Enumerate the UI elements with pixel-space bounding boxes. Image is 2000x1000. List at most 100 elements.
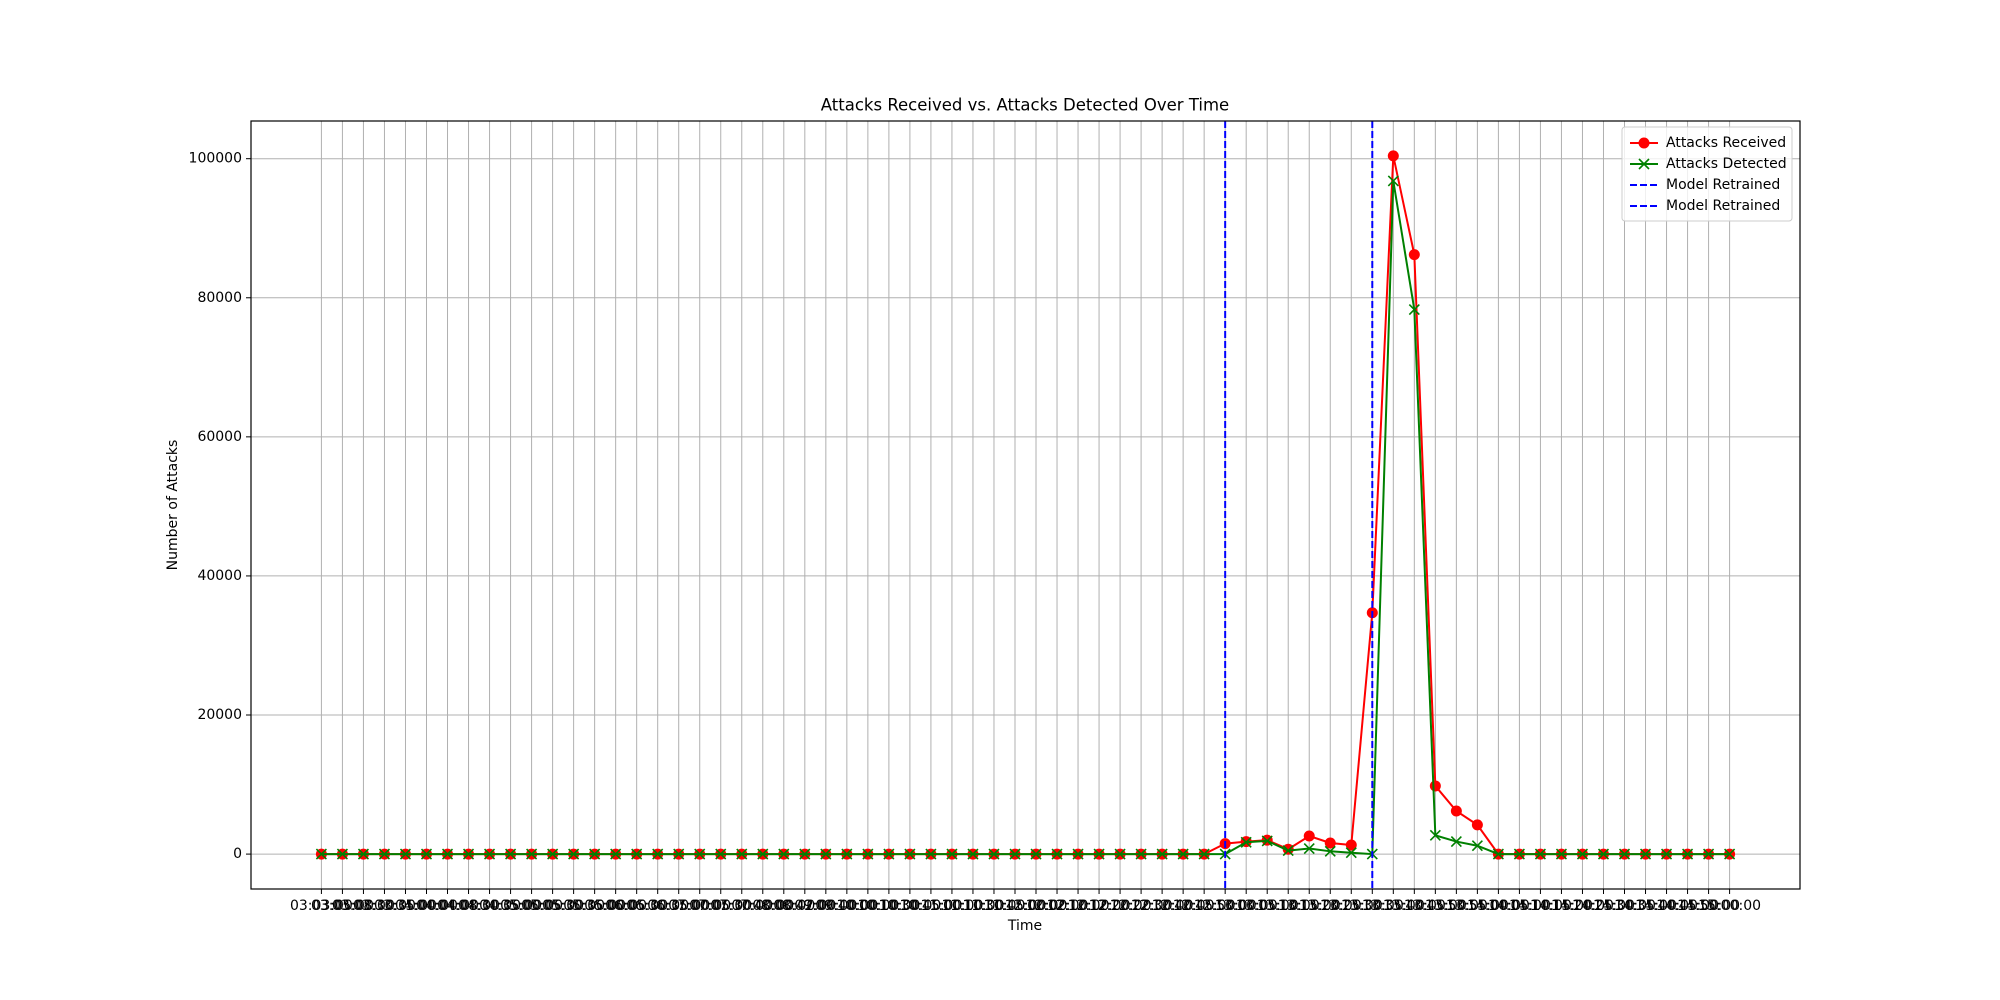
- x-tick-label: 14:20:00: [1551, 898, 1614, 914]
- point: [1597, 848, 1610, 860]
- point: [315, 848, 327, 860]
- point: [904, 848, 916, 860]
- point: [505, 848, 517, 860]
- point: [1576, 848, 1589, 860]
- point: [1534, 848, 1546, 860]
- point: [631, 848, 643, 860]
- x-tick-label: 11:00:00: [920, 898, 983, 914]
- x-tick-label: 09:00:00: [794, 898, 857, 914]
- point: [1450, 836, 1462, 848]
- point: [799, 848, 811, 860]
- point: [526, 848, 538, 860]
- x-tick-label: 10:45:00: [899, 898, 962, 914]
- point: [1681, 848, 1694, 860]
- point: [547, 848, 559, 860]
- x-tick-label: 03:35:00: [374, 898, 437, 914]
- point: [1156, 848, 1168, 860]
- point: [1282, 845, 1294, 857]
- point: [1492, 848, 1504, 860]
- x-tick-label: 15:00:00: [1698, 898, 1761, 914]
- x-tick-label: 06:00:00: [584, 898, 647, 914]
- y-tick-label: 40000: [197, 568, 242, 584]
- point: [1051, 848, 1063, 860]
- point: [357, 848, 370, 860]
- point: [1429, 780, 1441, 792]
- chart-title: Attacks Received vs. Attacks Detected Ov…: [821, 96, 1229, 115]
- x-tick-label: 12:12:00: [1068, 898, 1131, 914]
- x-tick-label: 12:22:00: [1110, 898, 1173, 914]
- x-tick-label: 06:30:00: [626, 898, 689, 914]
- x-tick-label: 06:35:00: [647, 898, 710, 914]
- x-tick-label: 14:05:00: [1488, 898, 1551, 914]
- point: [1471, 840, 1483, 852]
- x-tick-label: 13:35:00: [1362, 898, 1425, 914]
- x-tick-label: 03:08:00: [332, 898, 395, 914]
- point: [336, 848, 348, 860]
- x-tick-label: 12:50:00: [1194, 898, 1257, 914]
- x-tick-label: 03:30:00: [353, 898, 416, 914]
- x-tick-label: 12:00:00: [1005, 898, 1068, 914]
- x-tick-label: 14:40:00: [1635, 898, 1698, 914]
- point: [841, 848, 853, 860]
- point: [1639, 848, 1652, 860]
- point: [1471, 819, 1483, 831]
- x-tick-label: 14:15:00: [1530, 898, 1593, 914]
- x-tick-label: 14:10:00: [1509, 898, 1572, 914]
- point: [673, 848, 685, 860]
- point: [1030, 848, 1042, 860]
- y-tick-label: 80000: [197, 290, 242, 306]
- point: [988, 848, 1000, 860]
- x-tick-label: 12:30:00: [1131, 898, 1194, 914]
- x-tick-label: 07:40:00: [731, 898, 794, 914]
- x-tick-label: 14:00:00: [1467, 898, 1530, 914]
- x-tick-label: 14:30:00: [1593, 898, 1656, 914]
- point: [1429, 829, 1441, 841]
- x-tick-label: 04:04:00: [416, 898, 479, 914]
- point: [925, 848, 937, 860]
- point: [1345, 847, 1357, 859]
- x-tick-label: 12:45:00: [1173, 898, 1236, 914]
- legend-box: [1621, 126, 1793, 222]
- point: [862, 848, 874, 860]
- x-tick-label: 12:40:00: [1152, 898, 1215, 914]
- x-tick-label: 13:30:00: [1341, 898, 1404, 914]
- x-tick-label: 11:30:00: [963, 898, 1026, 914]
- x-tick-label: 03:03:00: [290, 898, 353, 914]
- x-tick-label: 10:00:00: [836, 898, 899, 914]
- x-tick-label: 13:10:00: [1257, 898, 1320, 914]
- x-tick-label: 07:00:00: [668, 898, 731, 914]
- y-tick-label: 60000: [197, 429, 242, 445]
- x-tick-label: 05:00:00: [500, 898, 563, 914]
- point: [568, 848, 580, 860]
- x-tick-label: 07:30:00: [710, 898, 773, 914]
- x-tick-label: 13:05:00: [1236, 898, 1299, 914]
- x-tick-label: 08:42:00: [773, 898, 836, 914]
- point: [1009, 848, 1021, 860]
- x-tick-label: 09:40:00: [815, 898, 878, 914]
- point: [1387, 175, 1399, 187]
- x-tick-label: 03:05:00: [311, 898, 374, 914]
- point: [1618, 848, 1631, 860]
- x-tick-label: 14:50:00: [1677, 898, 1740, 914]
- x-tick-label: 04:35:00: [479, 898, 542, 914]
- x-tick-label: 04:30:00: [458, 898, 521, 914]
- x-tick-label: 13:50:00: [1425, 898, 1488, 914]
- y-tick-label: 0: [233, 846, 242, 862]
- point: [1135, 848, 1147, 860]
- legend-label: Attacks Detected: [1666, 156, 1787, 172]
- point: [589, 848, 601, 860]
- x-tick-label: 11:45:00: [984, 898, 1047, 914]
- x-tick-label: 04:08:00: [437, 898, 500, 914]
- point: [694, 848, 706, 860]
- point: [967, 848, 979, 860]
- x-tick-label: 10:30:00: [878, 898, 941, 914]
- point: [1703, 848, 1715, 860]
- x-tick-label: 12:02:00: [1026, 898, 1089, 914]
- x-tick-label: 04:00:00: [395, 898, 458, 914]
- x-tick-label: 14:35:00: [1614, 898, 1677, 914]
- x-tick-label: 13:40:00: [1383, 898, 1446, 914]
- point: [883, 848, 895, 860]
- x-tick-label: 11:10:00: [942, 898, 1005, 914]
- point: [1177, 848, 1189, 860]
- line: [321, 180, 1730, 856]
